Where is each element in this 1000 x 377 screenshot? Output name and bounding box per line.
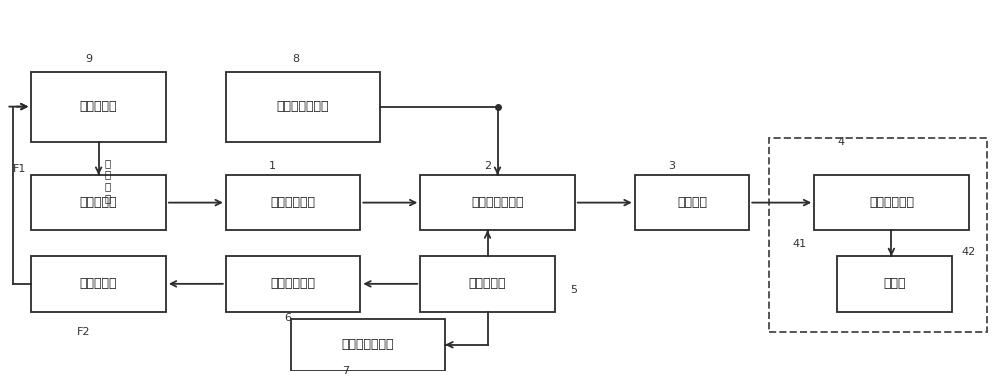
Text: 闸流管: 闸流管 [883, 277, 906, 290]
Text: 第一电信号接头: 第一电信号接头 [342, 338, 394, 351]
Text: F2: F2 [76, 327, 90, 337]
Text: 第二电信号接头: 第二电信号接头 [277, 100, 329, 113]
Text: 第二转换单元: 第二转换单元 [271, 277, 316, 290]
Text: 电信号处理模块: 电信号处理模块 [471, 196, 524, 209]
Text: 42: 42 [962, 247, 976, 257]
Text: 第一转换单元: 第一转换单元 [271, 196, 316, 209]
Bar [837, 256, 952, 311]
Bar [226, 175, 360, 230]
Text: 触
发
信
号: 触 发 信 号 [105, 158, 111, 203]
Text: 光纤发射器: 光纤发射器 [80, 277, 117, 290]
Text: 光纤接收器: 光纤接收器 [80, 196, 117, 209]
Text: F1: F1 [13, 164, 26, 175]
Bar [226, 256, 360, 311]
Text: 8: 8 [292, 54, 299, 64]
Text: 41: 41 [792, 239, 806, 249]
Text: 触发脉冲电路: 触发脉冲电路 [869, 196, 914, 209]
Bar [31, 175, 166, 230]
Text: 7: 7 [342, 366, 349, 375]
Bar [226, 72, 380, 142]
Bar [814, 175, 969, 230]
Text: 4: 4 [837, 137, 845, 147]
Bar [769, 138, 987, 332]
Text: 1: 1 [269, 161, 276, 171]
Bar [31, 256, 166, 311]
Text: 3: 3 [668, 161, 675, 171]
Bar [31, 72, 166, 142]
Bar [420, 256, 555, 311]
Bar [291, 319, 445, 371]
Bar [635, 175, 749, 230]
Text: 9: 9 [86, 54, 93, 64]
Text: 6: 6 [284, 313, 291, 323]
Text: 信号发生器: 信号发生器 [469, 277, 506, 290]
Text: 5: 5 [570, 285, 577, 295]
Bar [420, 175, 575, 230]
Text: 隔离模块: 隔离模块 [677, 196, 707, 209]
Text: 光束激光器: 光束激光器 [80, 100, 117, 113]
Text: 2: 2 [484, 161, 492, 171]
